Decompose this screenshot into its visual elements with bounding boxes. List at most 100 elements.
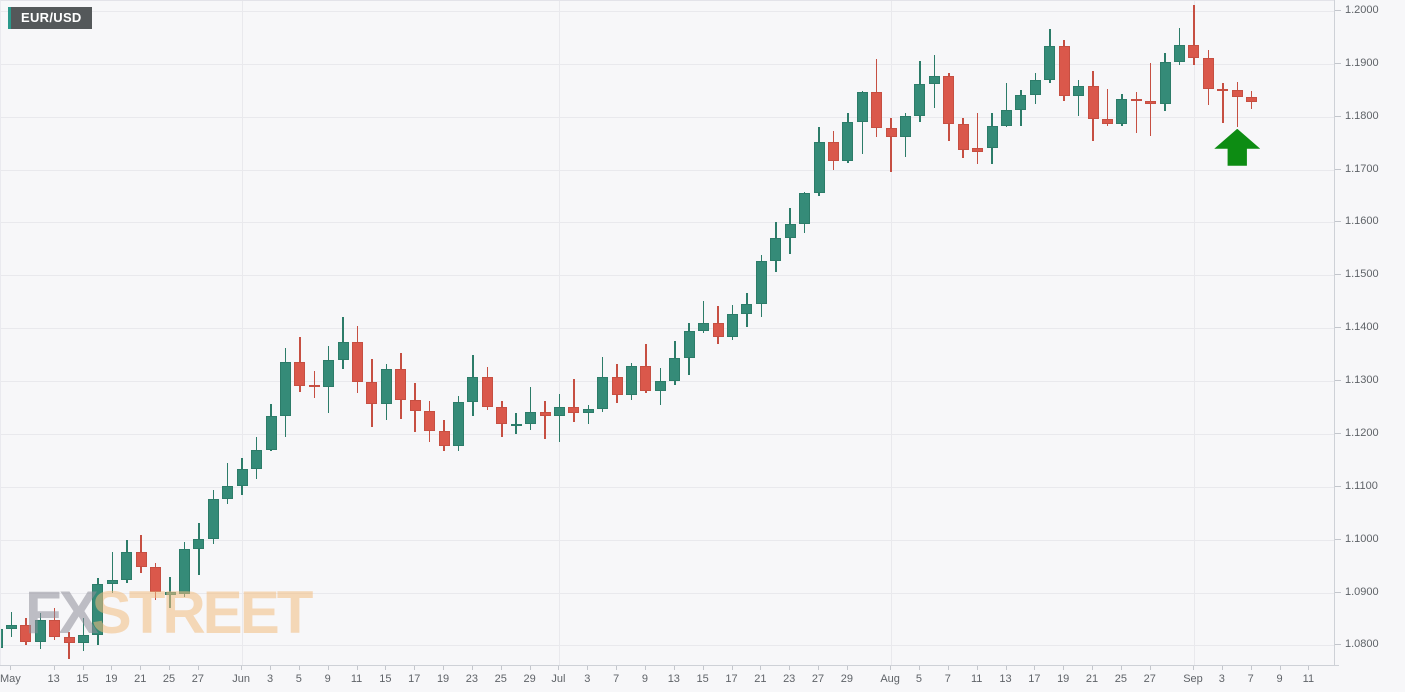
time-axis-tick: [82, 666, 84, 670]
symbol-badge: EUR/USD: [8, 7, 92, 29]
price-axis-label: 1.1800: [1345, 109, 1379, 122]
candle-body: [1087, 85, 1099, 119]
price-axis-label: 1.1300: [1345, 374, 1379, 387]
candle-body: [49, 620, 61, 638]
candle-wick: [313, 370, 316, 398]
candle-body: [1, 628, 3, 648]
time-axis-tick: [385, 666, 387, 670]
candle-body: [352, 342, 364, 383]
candle-body: [323, 359, 335, 388]
time-axis-tick: [818, 666, 820, 670]
time-axis-label: 21: [1085, 673, 1099, 685]
time-axis-label: 11: [350, 673, 363, 685]
time-axis-tick: [1120, 666, 1122, 670]
time-axis-tick: [789, 666, 791, 670]
candle-body: [222, 486, 234, 500]
candle-body: [34, 620, 46, 642]
price-axis-tick: [1335, 115, 1341, 117]
price-axis-label: 1.1200: [1345, 426, 1379, 439]
candle-body: [626, 365, 638, 395]
price-gridline: [1, 592, 1334, 594]
time-axis-tick: [169, 666, 171, 670]
price-gridline: [1, 275, 1334, 277]
price-gridline: [1, 328, 1334, 330]
time-axis-label: 9: [324, 673, 331, 685]
candle-body: [409, 400, 421, 411]
time-axis-label: 23: [783, 673, 796, 685]
time-axis-tick: [976, 666, 978, 670]
candle-body: [294, 361, 306, 387]
price-gridline: [1, 222, 1334, 224]
chart-plot-area[interactable]: [0, 0, 1334, 665]
candle-body: [1188, 44, 1200, 59]
time-axis-label: 5: [295, 673, 302, 685]
time-axis-tick: [846, 666, 848, 670]
candle-body: [525, 411, 537, 424]
candle-body: [1159, 62, 1171, 105]
candle-wick: [1077, 80, 1080, 117]
price-axis-label: 1.1000: [1345, 532, 1379, 545]
time-axis-tick: [702, 666, 704, 670]
candle-body: [308, 385, 320, 388]
up-arrow-icon: [1214, 128, 1261, 166]
candle-wick: [587, 405, 590, 425]
time-axis-tick: [529, 666, 531, 670]
time-axis-label: 9: [1276, 673, 1283, 685]
price-axis-line: [1334, 0, 1335, 665]
price-axis-label: 1.2000: [1345, 4, 1379, 17]
time-axis-label: 11: [970, 673, 983, 685]
time-axis: May 13 15 19 21 25 27 Jun 3 5 9 11 15 17 19 23 25 29 Jul 3 7…: [0, 665, 1405, 692]
time-axis-tick: [673, 666, 675, 670]
candle-body: [900, 115, 912, 137]
time-axis-line: [0, 665, 1339, 666]
candle-body: [135, 551, 147, 567]
watermark-fx-text: FX: [25, 579, 99, 646]
price-axis-label: 1.0800: [1345, 638, 1379, 651]
time-axis-tick: [10, 666, 12, 670]
candle-wick: [1135, 92, 1138, 133]
time-axis-label: 15: [379, 673, 392, 685]
candle-wick: [861, 91, 864, 155]
time-axis-tick: [1063, 666, 1065, 670]
candle-wick: [198, 523, 200, 575]
candle-body: [5, 624, 17, 629]
price-axis-label: 1.1600: [1345, 215, 1379, 228]
candle-body: [741, 303, 753, 314]
candle-body: [92, 583, 104, 635]
candle-body: [827, 142, 839, 162]
price-gridline: [1, 11, 1334, 13]
candle-body: [885, 128, 897, 137]
candle-body: [698, 322, 710, 331]
candle-body: [78, 634, 90, 643]
price-axis-label: 1.1400: [1345, 321, 1379, 334]
candle-body: [727, 313, 738, 337]
candle-body: [539, 411, 551, 416]
month-gridline: [891, 1, 893, 665]
candle-body: [842, 122, 854, 162]
candle-body: [640, 365, 652, 391]
time-axis-tick: [443, 666, 445, 670]
candle-body: [1174, 44, 1186, 63]
candle-body: [1246, 96, 1258, 102]
candle-wick: [515, 413, 517, 434]
price-gridline: [1, 169, 1334, 171]
price-axis-tick: [1335, 432, 1341, 434]
time-axis-tick: [558, 666, 560, 670]
time-axis-tick: [1149, 666, 1151, 670]
month-gridline: [559, 1, 561, 665]
price-gridline: [1, 381, 1334, 383]
time-axis-label: 23: [465, 673, 479, 685]
time-axis-tick: [731, 666, 733, 670]
price-axis-tick: [1335, 327, 1341, 329]
time-axis-label: 3: [584, 673, 591, 685]
time-axis-label: 19: [1057, 673, 1070, 685]
candle-wick: [702, 300, 705, 334]
time-axis-label: 29: [840, 673, 853, 685]
price-gridline: [1, 645, 1334, 647]
candle-body: [1073, 85, 1085, 97]
candle-body: [683, 330, 695, 359]
time-axis-tick: [890, 666, 892, 670]
candle-body: [178, 548, 190, 595]
candle-wick: [111, 552, 114, 594]
